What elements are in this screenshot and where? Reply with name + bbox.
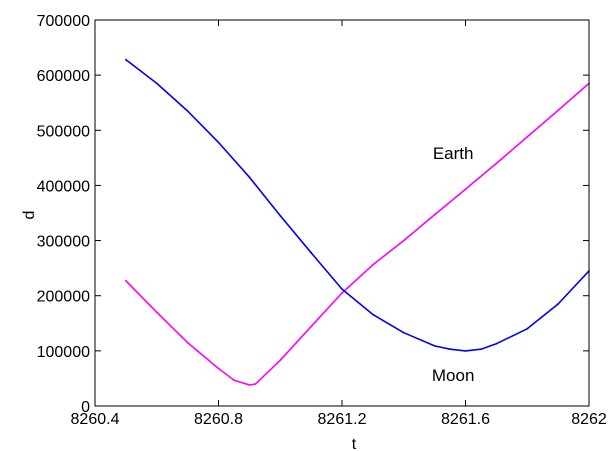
y-tick-label: 500000: [37, 123, 90, 140]
data-point: [233, 379, 235, 381]
data-point: [125, 58, 127, 61]
y-tick-label: 300000: [37, 234, 90, 251]
data-point: [495, 162, 498, 165]
data-point: [186, 110, 189, 112]
data-point: [310, 325, 312, 328]
data-point: [279, 359, 282, 362]
data-point: [402, 239, 405, 242]
data-point: [254, 383, 257, 385]
annotation-moon: Moon: [432, 366, 475, 385]
x-tick-label: 8261.6: [441, 411, 490, 428]
data-point: [433, 213, 436, 216]
data-point: [186, 341, 189, 344]
y-tick-label: 600000: [37, 68, 90, 85]
y-tick-label: 200000: [37, 289, 90, 306]
data-point: [402, 331, 405, 334]
data-point: [480, 348, 482, 351]
data-point: [449, 348, 451, 351]
data-point: [464, 188, 467, 191]
data-point: [155, 82, 158, 85]
data-point: [248, 176, 251, 179]
data-point: [433, 345, 436, 347]
data-point: [526, 327, 529, 330]
data-point: [557, 109, 559, 112]
x-tick-label: 8260.8: [194, 411, 243, 428]
series-line-1: [125, 82, 590, 386]
x-tick-label: 8261.2: [318, 411, 367, 428]
x-tick-label: 8260.4: [71, 411, 120, 428]
data-point: [125, 279, 127, 282]
annotation-earth: Earth: [433, 144, 474, 163]
data-point: [155, 311, 158, 314]
y-tick-label: 400000: [37, 178, 90, 195]
data-point: [557, 303, 559, 305]
data-point: [526, 136, 529, 138]
y-axis-title: d: [21, 211, 38, 220]
data-point: [341, 288, 343, 290]
y-tick-label: 0: [81, 399, 90, 416]
plot-area: [125, 58, 590, 386]
data-point: [279, 214, 282, 217]
x-axis-title: t: [352, 436, 357, 451]
y-tick-label: 700000: [37, 13, 90, 30]
data-point: [310, 251, 312, 254]
data-point: [372, 313, 374, 316]
data-point: [372, 263, 374, 266]
plot-frame: [94, 19, 590, 407]
data-point: [341, 292, 343, 294]
data-point: [464, 350, 467, 352]
y-tick-label: 100000: [37, 344, 90, 361]
data-point: [217, 141, 220, 144]
data-point: [495, 342, 498, 345]
series-line-2: [125, 59, 590, 352]
data-point: [217, 367, 220, 370]
x-tick-label: 8262: [571, 411, 607, 428]
data-point: [248, 384, 251, 386]
axes: 8260.4 8260.8 8261.2 8261.6 8262 0 100000 20000…: [37, 13, 607, 428]
